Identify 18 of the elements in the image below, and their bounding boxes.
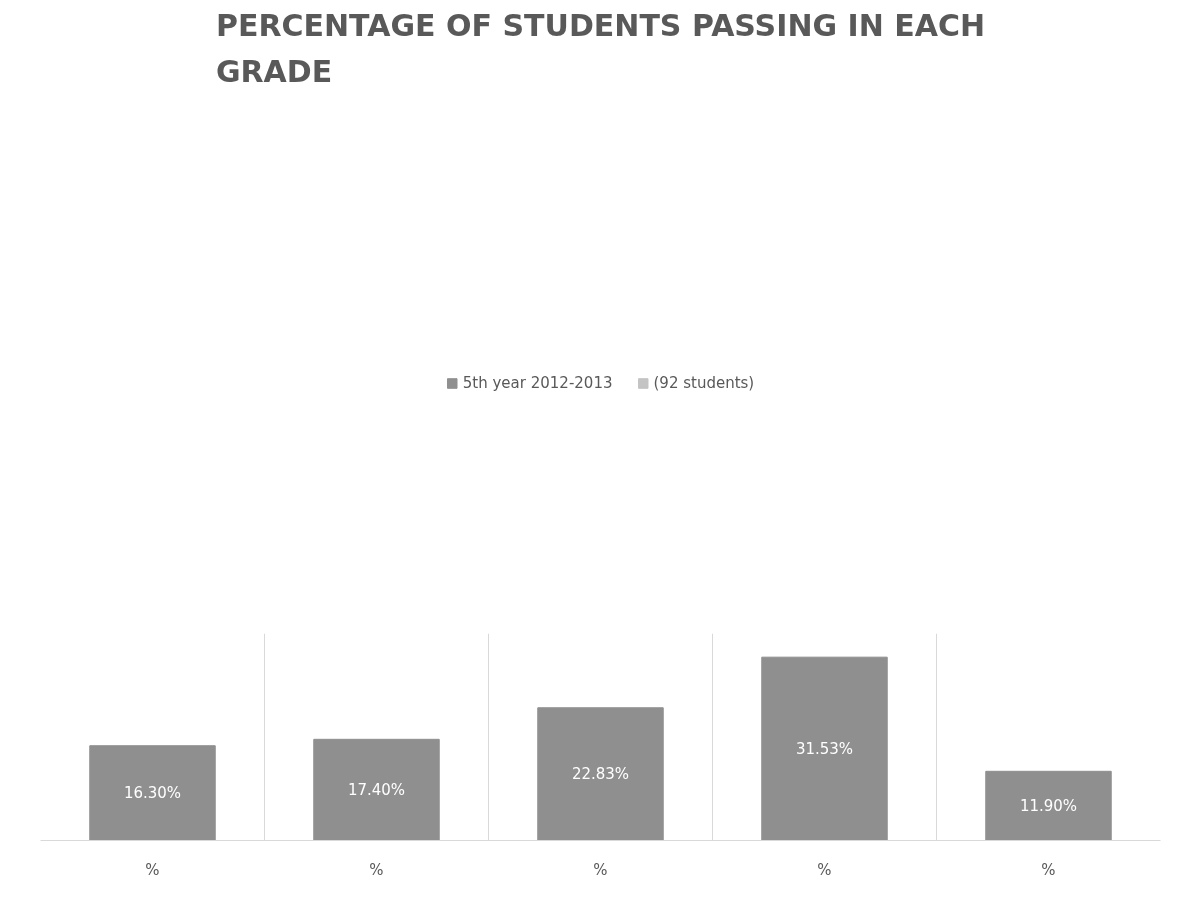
bar bbox=[89, 745, 216, 841]
legend-label: 5th year 2012-2013 bbox=[462, 374, 613, 392]
data-label: 16.30% bbox=[123, 784, 182, 803]
chart-title: PERCENTAGE OF STUDENTS PASSING IN EACH GRADE bbox=[215, 8, 986, 89]
x-tick-label: % bbox=[593, 860, 608, 879]
x-tick-label: % bbox=[145, 860, 160, 879]
data-label: 22.83% bbox=[571, 765, 630, 784]
x-tick-label: % bbox=[369, 860, 384, 879]
bar bbox=[761, 656, 888, 841]
data-label: 31.53% bbox=[795, 739, 854, 758]
bar bbox=[537, 707, 664, 841]
x-tick-label: % bbox=[817, 860, 832, 879]
x-tick-label: % bbox=[1041, 860, 1056, 879]
legend-label: (92 students) bbox=[653, 374, 755, 392]
data-label: 17.40% bbox=[347, 780, 406, 799]
bar bbox=[985, 770, 1112, 841]
bar bbox=[313, 738, 440, 841]
data-label: 11.90% bbox=[1019, 796, 1078, 815]
